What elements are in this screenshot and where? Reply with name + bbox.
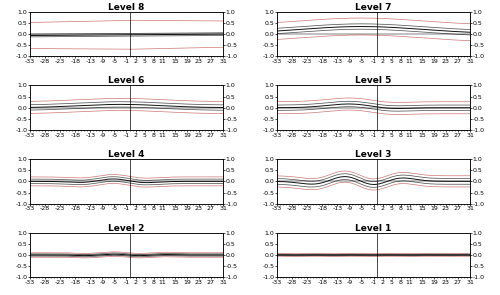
Title: Level 5: Level 5 — [356, 76, 392, 85]
Title: Level 4: Level 4 — [108, 150, 144, 159]
Title: Level 3: Level 3 — [356, 150, 392, 159]
Title: Level 2: Level 2 — [108, 224, 144, 232]
Title: Level 8: Level 8 — [108, 3, 144, 12]
Title: Level 7: Level 7 — [356, 3, 392, 12]
Title: Level 6: Level 6 — [108, 76, 144, 85]
Title: Level 1: Level 1 — [356, 224, 392, 232]
